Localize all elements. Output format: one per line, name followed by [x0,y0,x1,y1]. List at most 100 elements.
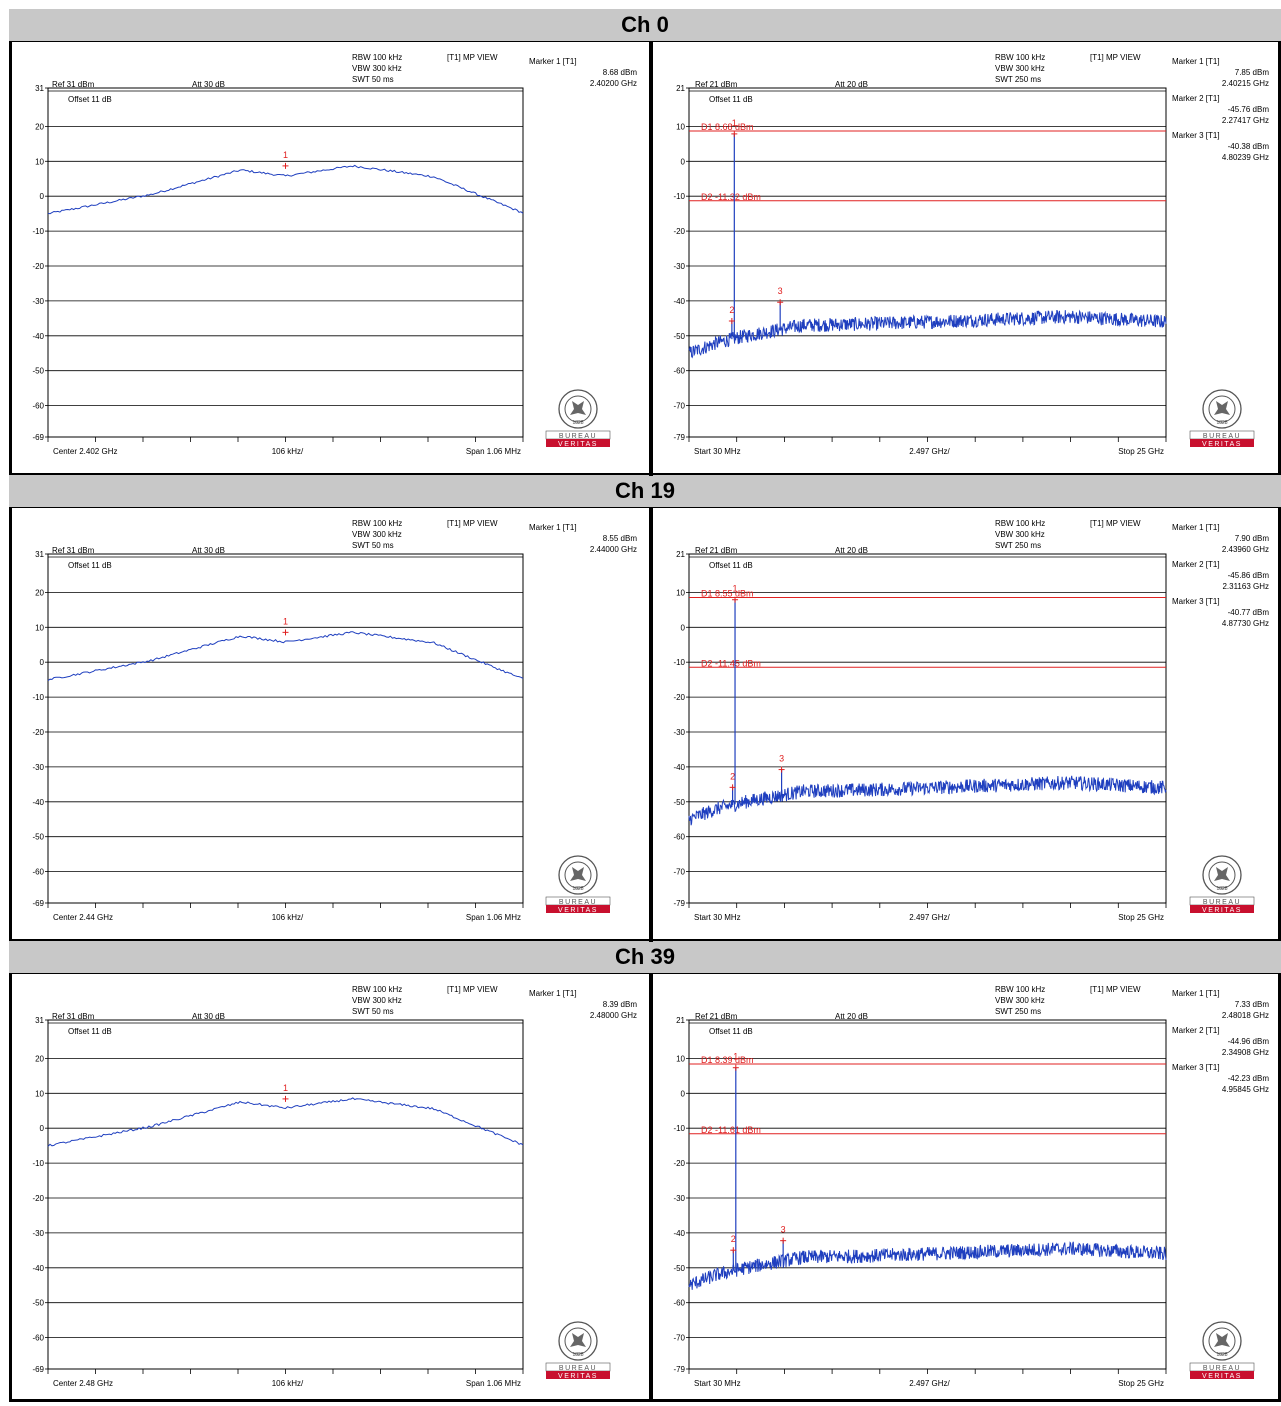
x-start-label: Start 30 MHz [694,913,741,922]
rbw-label: RBW 100 kHz [995,519,1045,528]
y-tick-label: 21 [676,550,685,559]
swt-label: SWT 50 ms [352,541,394,550]
x-stop-label: Span 1.06 MHz [466,447,521,456]
marker-readout-label: Marker 1 [T1] [529,57,577,66]
y-tick-label: -20 [673,693,685,702]
plot-marker-label: 1 [283,616,288,626]
marker-readout-freq: 2.40215 GHz [1222,79,1269,88]
plot-marker-label: 1 [733,584,738,594]
marker-readout-freq: 4.80239 GHz [1222,153,1269,162]
marker-readout-level: -40.38 dBm [1228,142,1270,151]
y-tick-label: -50 [673,798,685,807]
logo-seal-emblem [570,867,586,881]
x-division-label: 106 kHz/ [272,913,304,922]
y-tick-label: 10 [35,1089,44,1098]
marker-readout-label: Marker 3 [T1] [1172,1063,1220,1072]
y-tick-label: 10 [35,623,44,632]
y-tick-label: -10 [32,227,44,236]
y-tick-label: 31 [35,550,44,559]
plot-marker-label: 2 [731,1234,736,1244]
display-line-label: D2 -11.61 dBm [701,1125,761,1135]
marker-readout-label: Marker 1 [T1] [1172,57,1220,66]
rbw-label: RBW 100 kHz [995,53,1045,62]
marker-readout-label: Marker 3 [T1] [1172,131,1220,140]
y-tick-label: -79 [673,1365,685,1374]
plot-marker-label: 3 [779,754,784,764]
x-stop-label: Stop 25 GHz [1118,913,1164,922]
y-tick-label: -20 [32,262,44,271]
y-tick-label: 20 [35,588,44,597]
y-tick-label: -30 [32,763,44,772]
marker-readout-label: Marker 3 [T1] [1172,597,1220,606]
logo-bottom-bar [1190,905,1254,913]
marker-readout-level: 7.85 dBm [1235,68,1270,77]
marker-readout-label: Marker 2 [T1] [1172,94,1220,103]
vbw-label: VBW 300 kHz [352,530,402,539]
vbw-label: VBW 300 kHz [352,996,402,1005]
y-tick-label: 0 [681,1089,686,1098]
logo-year: 1828 [1216,886,1227,892]
plot-area [688,87,1167,438]
y-tick-label: -40 [673,1229,685,1238]
marker-readout-freq: 2.40200 GHz [590,79,637,88]
display-line-label: D1 8.39 dBm [701,1055,754,1065]
logo-text-bottom: VERITAS [1202,907,1242,914]
spectrum-plot-2-right: RBW 100 kHz VBW 300 kHz SWT 250 ms [T1] MP … [673,985,1269,1388]
logo-year: 1828 [1216,1352,1227,1358]
x-stop-label: Span 1.06 MHz [466,1379,521,1388]
marker-readout-level: 8.39 dBm [603,1000,638,1009]
panel-divider-ch39 [649,974,653,1402]
spectrum-plot-1-left: RBW 100 kHz VBW 300 kHz SWT 50 ms [T1] MP V… [32,519,638,922]
logo-seal-emblem [570,401,586,415]
y-tick-label: -30 [32,297,44,306]
y-tick-label: -69 [32,1365,44,1374]
plot-area [47,553,524,904]
logo-text-top: BUREAU [1203,899,1241,906]
y-tick-label: -20 [673,227,685,236]
plot-marker-label: 3 [778,286,783,296]
x-division-label: 106 kHz/ [272,447,304,456]
marker-readout-freq: 4.87730 GHz [1222,619,1269,628]
row-title-ch0: Ch 0 [9,9,1281,42]
plot-area [688,1019,1167,1370]
marker-readout-freq: 2.34908 GHz [1222,1048,1269,1057]
y-tick-label: -50 [32,1299,44,1308]
swt-label: SWT 250 ms [995,541,1041,550]
plot-marker-label: 1 [732,118,737,128]
y-tick-label: -50 [32,833,44,842]
offset-label: Offset 11 dB [709,1027,753,1036]
y-tick-label: 21 [676,84,685,93]
y-tick-label: 10 [676,122,685,131]
y-tick-label: -20 [32,728,44,737]
spectrum-plot-2-left: RBW 100 kHz VBW 300 kHz SWT 50 ms [T1] MP V… [32,985,638,1388]
y-tick-label: 21 [676,1016,685,1025]
marker-readout-label: Marker 1 [T1] [529,523,577,532]
marker-readout-label: Marker 1 [T1] [1172,523,1220,532]
y-tick-label: -10 [32,693,44,702]
logo-bottom-bar [1190,1371,1254,1379]
y-tick-label: -10 [673,1124,685,1133]
y-tick-label: -40 [673,763,685,772]
y-tick-label: -70 [673,868,685,877]
row-title-ch39: Ch 39 [9,941,1281,974]
logo-text-top: BUREAU [559,899,597,906]
x-division-label: 2.497 GHz/ [909,913,950,922]
y-tick-label: -10 [32,1159,44,1168]
y-tick-label: -30 [673,728,685,737]
view-label: [T1] MP VIEW [447,519,498,528]
y-tick-label: -50 [673,332,685,341]
x-start-label: Center 2.44 GHz [53,913,113,922]
plot-marker-label: 2 [730,771,735,781]
marker-readout-level: 8.55 dBm [603,534,638,543]
vbw-label: VBW 300 kHz [995,996,1045,1005]
marker-readout-freq: 2.44000 GHz [590,545,637,554]
marker-readout-label: Marker 2 [T1] [1172,1026,1220,1035]
y-tick-label: -10 [673,658,685,667]
marker-readout-label: Marker 1 [T1] [529,989,577,998]
spectrum-noise-trace [688,309,1167,359]
